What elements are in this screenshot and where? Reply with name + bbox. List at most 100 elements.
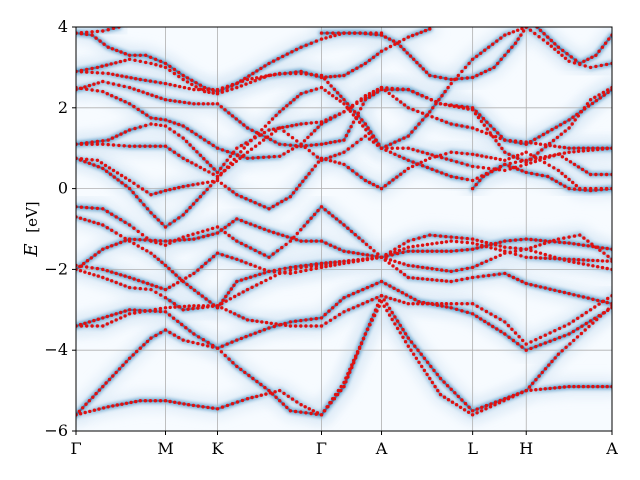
band-dot bbox=[229, 287, 233, 291]
band-dot bbox=[312, 212, 317, 217]
band-dot bbox=[154, 62, 158, 67]
band-dot bbox=[190, 82, 194, 87]
band-dot bbox=[123, 239, 127, 243]
band-dot bbox=[429, 364, 433, 369]
band-dot bbox=[347, 31, 352, 35]
band-dot bbox=[603, 41, 608, 45]
band-dot bbox=[117, 143, 121, 148]
band-dot bbox=[131, 353, 135, 357]
band-dot bbox=[163, 287, 168, 292]
band-dot bbox=[201, 235, 206, 239]
band-dot bbox=[127, 178, 132, 183]
band-dot bbox=[353, 31, 357, 35]
band-dot bbox=[435, 267, 439, 272]
band-dot bbox=[319, 261, 324, 265]
band-dot bbox=[453, 391, 457, 395]
band-dot bbox=[275, 249, 280, 253]
band-dot bbox=[223, 230, 227, 235]
band-dot bbox=[319, 239, 324, 243]
band-dot bbox=[97, 388, 102, 392]
band-dot bbox=[402, 47, 406, 52]
band-dot bbox=[484, 407, 488, 411]
band-dot bbox=[375, 254, 379, 259]
band-dot bbox=[534, 388, 538, 392]
band-dot bbox=[401, 146, 405, 150]
band-dot bbox=[84, 402, 88, 406]
band-dot bbox=[425, 242, 430, 247]
band-dot bbox=[586, 263, 590, 267]
band-dot bbox=[114, 231, 118, 235]
band-dot bbox=[567, 322, 571, 326]
band-dot bbox=[153, 399, 158, 403]
band-dot bbox=[411, 89, 415, 94]
band-dot bbox=[163, 98, 168, 102]
band-dot bbox=[497, 142, 501, 147]
band-dot bbox=[186, 233, 190, 238]
band-dot bbox=[426, 301, 430, 306]
band-dot bbox=[306, 135, 310, 140]
band-dot bbox=[215, 102, 220, 106]
band-dot bbox=[493, 156, 498, 161]
band-dot bbox=[454, 307, 459, 311]
band-dot bbox=[215, 346, 220, 350]
band-dot bbox=[96, 317, 101, 321]
band-dot bbox=[262, 227, 267, 231]
band-dot bbox=[81, 406, 85, 410]
band-dot bbox=[135, 195, 139, 199]
band-dot bbox=[309, 41, 313, 45]
band-dot bbox=[211, 143, 215, 148]
band-dot bbox=[508, 167, 512, 171]
band-dot bbox=[591, 258, 595, 263]
band-dot bbox=[367, 180, 372, 185]
band-dot bbox=[567, 186, 571, 191]
band-dot bbox=[402, 247, 406, 251]
band-dot bbox=[107, 377, 112, 382]
band-dot bbox=[253, 264, 257, 268]
band-dot bbox=[201, 405, 205, 409]
band-dot bbox=[563, 56, 568, 60]
band-dot bbox=[144, 123, 148, 128]
band-dot bbox=[578, 61, 582, 66]
band-dot bbox=[470, 413, 475, 417]
band-dot bbox=[428, 73, 432, 78]
band-dot bbox=[416, 276, 420, 281]
band-dot bbox=[524, 255, 528, 259]
band-dot bbox=[96, 221, 101, 226]
band-dot bbox=[567, 384, 571, 389]
band-dot bbox=[172, 67, 177, 72]
band-dot bbox=[435, 303, 440, 307]
band-dot bbox=[290, 136, 295, 140]
band-dot bbox=[202, 191, 206, 195]
band-dot bbox=[591, 244, 595, 249]
band-dot bbox=[77, 409, 82, 413]
band-dot bbox=[572, 187, 577, 191]
band-dot bbox=[110, 313, 114, 317]
band-dot bbox=[352, 361, 356, 365]
band-dot bbox=[215, 174, 220, 179]
band-dot bbox=[304, 318, 308, 322]
band-dot bbox=[181, 213, 185, 217]
band-dot bbox=[538, 256, 543, 260]
band-dot bbox=[481, 274, 486, 278]
band-dot bbox=[272, 73, 276, 77]
band-dot bbox=[480, 307, 484, 311]
band-dot bbox=[138, 144, 142, 148]
band-dot bbox=[267, 155, 271, 159]
band-dot bbox=[253, 136, 257, 140]
band-dot bbox=[143, 78, 148, 83]
band-dot bbox=[379, 33, 384, 37]
band-dot bbox=[428, 27, 432, 31]
band-dot bbox=[132, 104, 136, 109]
band-dot bbox=[425, 249, 430, 253]
band-dot bbox=[454, 175, 459, 180]
band-dot bbox=[583, 328, 587, 332]
band-dot bbox=[567, 332, 571, 336]
band-dot bbox=[520, 279, 524, 284]
band-dot bbox=[524, 237, 528, 241]
band-dot bbox=[168, 187, 172, 192]
band-dot bbox=[225, 342, 229, 346]
band-dot bbox=[528, 140, 533, 144]
band-dot bbox=[309, 88, 313, 93]
band-dot bbox=[337, 112, 342, 117]
band-dot bbox=[360, 118, 364, 122]
